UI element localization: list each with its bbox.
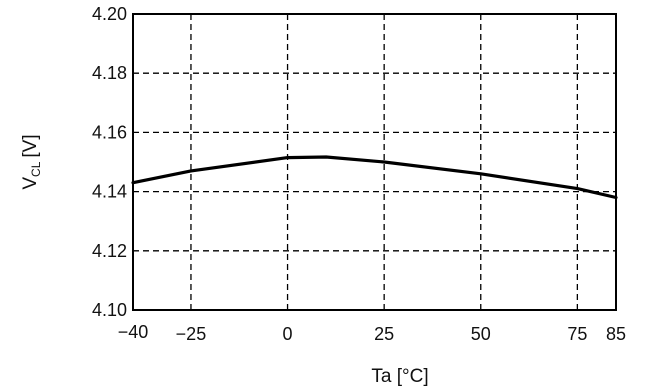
x-tick-label: 85 <box>606 324 626 344</box>
y-tick-label: 4.20 <box>92 4 127 24</box>
y-tick-label: 4.18 <box>92 63 127 83</box>
x-axis-title: Ta [°C] <box>371 366 428 387</box>
y-axis-title-main: V <box>20 177 41 190</box>
x-tick-label: −40 <box>118 322 149 342</box>
x-tick-label: 25 <box>374 324 394 344</box>
series-layer <box>131 155 618 200</box>
y-axis-title-unit: [V] <box>20 134 41 157</box>
y-tick-label: 4.14 <box>92 182 127 202</box>
plot-area-frame <box>132 13 617 311</box>
x-tick-label: 0 <box>283 324 293 344</box>
vcl-series-line <box>131 155 618 200</box>
y-axis-title-subscript: CL <box>29 161 43 177</box>
y-tick-label: 4.16 <box>92 122 127 142</box>
y-tick-label: 4.10 <box>92 300 127 320</box>
y-tick-label: 4.12 <box>92 241 127 261</box>
y-axis-title: VCL [V] <box>20 134 43 189</box>
grid <box>133 14 616 310</box>
x-axis-ticks: −40 −25 0 25 50 75 85 <box>118 322 626 344</box>
x-tick-label: −25 <box>176 324 207 344</box>
x-tick-label: 50 <box>471 324 491 344</box>
x-tick-label: 75 <box>567 324 587 344</box>
y-axis-ticks: 4.10 4.12 4.14 4.16 4.18 4.20 <box>92 4 127 320</box>
